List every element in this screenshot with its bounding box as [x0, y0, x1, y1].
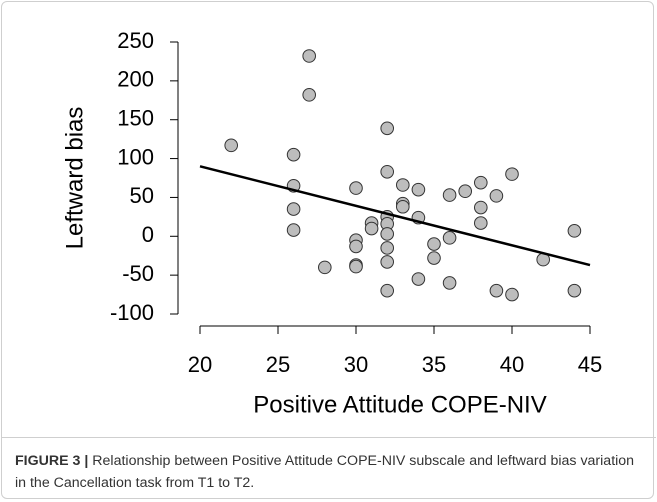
y-tick-label: -100 [110, 300, 154, 325]
point [318, 260, 332, 275]
point [427, 237, 441, 251]
point [380, 283, 395, 298]
y-axis-label: Leftward bias [61, 107, 88, 250]
y-tick-label: 0 [142, 222, 154, 247]
x-tick-label: 20 [188, 352, 212, 377]
point [396, 199, 410, 214]
trend-line [199, 165, 591, 267]
x-tick-label: 45 [578, 352, 602, 377]
point [427, 251, 441, 265]
point [567, 283, 582, 298]
point [286, 147, 301, 162]
point [442, 188, 457, 202]
point [380, 227, 395, 241]
point [489, 189, 504, 203]
point [505, 167, 519, 181]
point [302, 88, 317, 102]
point [364, 221, 379, 236]
caption-text: Relationship between Positive Attitude C… [15, 453, 635, 491]
point [349, 239, 363, 254]
point [380, 255, 395, 269]
x-tick-label: 25 [266, 352, 290, 377]
point [474, 216, 488, 230]
caption-separator [1, 437, 656, 438]
x-tick-label: 40 [500, 352, 524, 377]
point [505, 287, 519, 302]
x-tick-label: 30 [344, 352, 368, 377]
caption: FIGURE 3 | Relationship between Positive… [15, 450, 645, 494]
x-axis-label: Positive Attitude COPE-NIV [253, 391, 546, 418]
point [474, 200, 488, 215]
caption-label: FIGURE 3 | [15, 453, 89, 469]
point [474, 175, 488, 190]
y-tick-label: 250 [117, 28, 154, 53]
point [442, 231, 457, 245]
y-tick-label: 100 [117, 144, 154, 169]
y-tick-label: 200 [117, 67, 154, 92]
point [442, 276, 457, 290]
point [380, 164, 395, 179]
point [224, 138, 238, 153]
point [411, 182, 426, 197]
y-tick-label: -50 [122, 261, 154, 286]
y-tick-label: 50 [130, 183, 154, 208]
point [349, 259, 363, 274]
point [302, 49, 317, 63]
point [286, 223, 301, 237]
point [567, 224, 582, 238]
point [349, 181, 363, 195]
y-tick-label: 150 [117, 106, 154, 131]
point [489, 283, 504, 298]
x-tick-label: 35 [422, 352, 446, 377]
point [458, 184, 473, 199]
chart: Positive Attitude COPE-NIV Leftward bias… [61, 28, 602, 419]
point [396, 178, 410, 192]
point [380, 241, 395, 255]
point [286, 202, 301, 216]
point [411, 272, 426, 286]
point [380, 121, 395, 136]
